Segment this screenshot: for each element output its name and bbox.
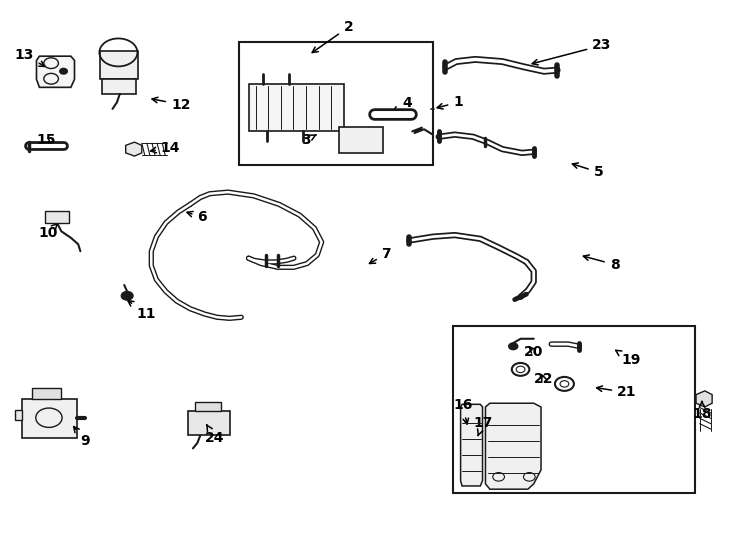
Text: 14: 14 xyxy=(150,140,181,154)
Polygon shape xyxy=(15,410,22,421)
Polygon shape xyxy=(485,403,541,489)
Text: 17: 17 xyxy=(473,416,493,436)
Bar xyxy=(195,402,221,411)
Polygon shape xyxy=(461,404,482,486)
Text: 8: 8 xyxy=(584,255,619,272)
Bar xyxy=(339,127,383,153)
Text: 20: 20 xyxy=(524,345,544,359)
Text: 19: 19 xyxy=(616,350,641,367)
Text: 5: 5 xyxy=(573,163,603,179)
Text: 12: 12 xyxy=(152,97,191,112)
Text: 3: 3 xyxy=(301,133,316,147)
Text: 2: 2 xyxy=(312,20,353,52)
Text: 6: 6 xyxy=(187,211,207,224)
Bar xyxy=(32,388,62,399)
Bar xyxy=(22,399,77,437)
Text: 21: 21 xyxy=(597,386,636,400)
Text: 23: 23 xyxy=(532,38,611,65)
Bar xyxy=(102,79,136,94)
Text: 18: 18 xyxy=(692,401,712,421)
Text: 10: 10 xyxy=(38,224,58,240)
Bar xyxy=(454,326,694,493)
Circle shape xyxy=(121,292,133,300)
Polygon shape xyxy=(126,142,142,156)
Text: 24: 24 xyxy=(205,425,224,444)
Bar xyxy=(239,42,433,165)
Text: 15: 15 xyxy=(37,133,56,147)
Circle shape xyxy=(509,343,517,349)
Bar xyxy=(100,51,138,79)
Polygon shape xyxy=(37,56,75,87)
Text: 22: 22 xyxy=(534,372,553,386)
Text: 1: 1 xyxy=(437,96,463,110)
Text: 9: 9 xyxy=(73,427,90,448)
Circle shape xyxy=(60,69,68,74)
Text: 16: 16 xyxy=(454,399,473,424)
Text: 4: 4 xyxy=(393,97,412,112)
Bar xyxy=(249,84,344,131)
Text: 11: 11 xyxy=(128,301,156,321)
Polygon shape xyxy=(696,391,712,407)
Bar xyxy=(188,411,230,435)
Bar xyxy=(46,211,69,222)
Text: 7: 7 xyxy=(369,247,391,264)
Text: 13: 13 xyxy=(15,48,45,66)
